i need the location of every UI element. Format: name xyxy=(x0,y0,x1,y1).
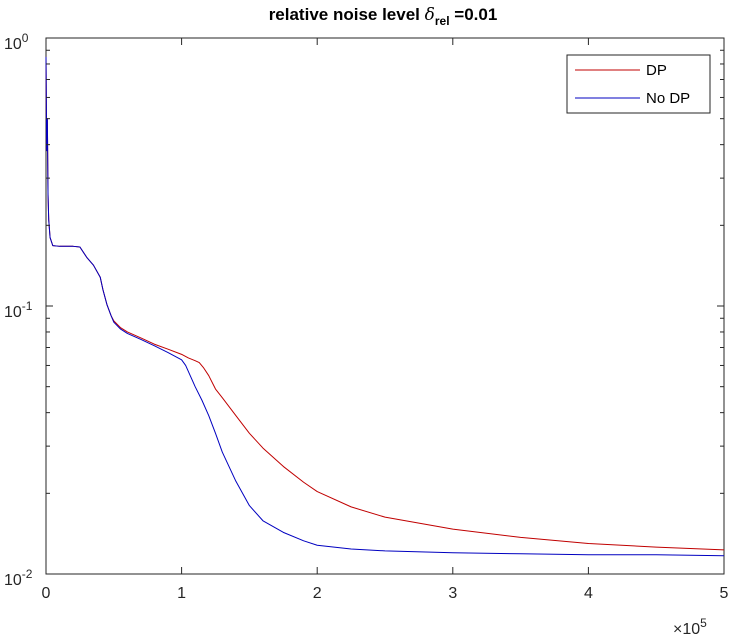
x-tick-label: 0 xyxy=(42,585,51,602)
y-tick-label: 10-1 xyxy=(4,299,33,321)
x-axis-exponent-label: ×105 xyxy=(673,616,707,638)
x-tick-label: 4 xyxy=(584,585,593,602)
series-line-no-dp xyxy=(45,56,725,557)
y-tick-label: 10-2 xyxy=(4,567,33,589)
legend-box xyxy=(566,54,711,114)
x-tick-label: 1 xyxy=(177,585,186,602)
chart-title: relative noise level δrel =0.01 xyxy=(269,5,498,28)
legend-entry: DP xyxy=(575,62,667,79)
legend-entry: No DP xyxy=(575,90,690,107)
title-suffix: =0.01 xyxy=(450,5,498,24)
x-tick-label: 5 xyxy=(720,585,729,602)
title-delta-symbol: δ xyxy=(425,5,435,25)
title-subscript: rel xyxy=(435,14,450,28)
legend-label: No DP xyxy=(646,90,690,107)
title-prefix: relative noise level xyxy=(269,5,425,24)
series-layer xyxy=(45,56,725,557)
legend: DP No DP xyxy=(566,54,711,114)
x-tick-label: 2 xyxy=(313,585,322,602)
axis-ticks xyxy=(45,37,725,575)
y-tick-label: 100 xyxy=(4,31,29,53)
plot-area xyxy=(45,37,725,575)
x-tick-label: 3 xyxy=(448,585,457,602)
axis-tick-labels: 0 1 2 3 4 5 10-2 10-1 100 xyxy=(4,31,729,602)
x-exponent-power: 5 xyxy=(700,616,707,630)
legend-label: DP xyxy=(646,62,667,79)
x-exponent-base: ×10 xyxy=(673,621,700,638)
